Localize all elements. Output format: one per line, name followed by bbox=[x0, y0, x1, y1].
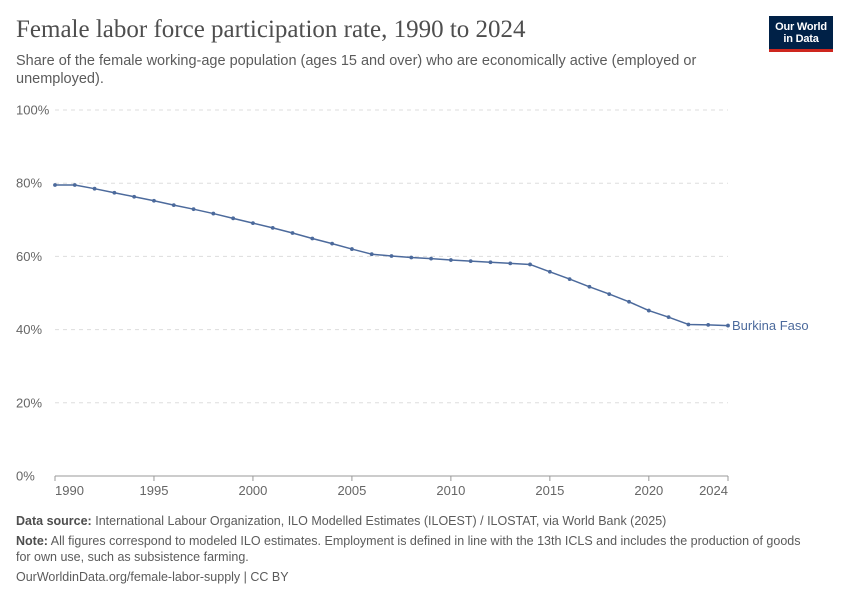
data-point bbox=[92, 186, 97, 191]
data-point bbox=[152, 198, 156, 203]
data-point bbox=[448, 258, 453, 262]
data-point bbox=[686, 322, 691, 327]
data-point bbox=[211, 211, 216, 216]
data-point bbox=[726, 323, 730, 328]
x-tick-label: 1995 bbox=[140, 483, 169, 498]
y-tick-label: 100% bbox=[16, 103, 50, 118]
data-point bbox=[488, 260, 493, 265]
logo-line-2: in Data bbox=[783, 33, 819, 45]
data-point bbox=[567, 277, 572, 281]
data-point bbox=[290, 231, 295, 235]
data-point bbox=[666, 315, 671, 320]
data-point bbox=[270, 225, 275, 230]
x-tick-label: 1990 bbox=[55, 483, 84, 498]
data-source-label: Data source: bbox=[16, 514, 92, 528]
data-point bbox=[53, 183, 57, 187]
y-tick-label: 20% bbox=[16, 395, 42, 410]
data-point bbox=[369, 252, 374, 257]
chart-url[interactable]: OurWorldinData.org/female-labor-supply |… bbox=[16, 570, 289, 584]
x-tick-label: 2020 bbox=[634, 483, 663, 498]
data-point bbox=[112, 190, 117, 195]
data-point bbox=[310, 236, 315, 241]
data-point bbox=[389, 254, 394, 258]
data-point bbox=[409, 255, 414, 260]
data-point bbox=[171, 203, 176, 208]
x-tick-label: 2000 bbox=[238, 483, 267, 498]
data-point bbox=[547, 269, 552, 274]
data-point bbox=[646, 308, 651, 313]
data-point bbox=[607, 292, 612, 296]
y-tick-label: 0% bbox=[16, 469, 35, 484]
data-source: Data source: International Labour Organi… bbox=[16, 513, 816, 529]
data-point bbox=[429, 256, 433, 261]
chart-title: Female labor force participation rate, 1… bbox=[16, 16, 526, 43]
series-label: Burkina Faso bbox=[732, 318, 809, 333]
x-tick-label: 2010 bbox=[436, 483, 465, 498]
x-tick-label: 2005 bbox=[337, 483, 366, 498]
data-source-text: International Labour Organization, ILO M… bbox=[95, 514, 667, 528]
data-point bbox=[330, 241, 335, 246]
owid-logo[interactable]: Our World in Data bbox=[769, 16, 833, 52]
data-point bbox=[627, 299, 631, 304]
data-point bbox=[468, 259, 473, 264]
line-chart: 0% 20% 40% 60% 80% 100% 1990 1995 2000 2005 2010 20… bbox=[16, 103, 809, 499]
data-point bbox=[706, 322, 711, 327]
data-point bbox=[350, 247, 354, 251]
chart-note-label: Note: bbox=[16, 534, 48, 548]
x-tick-label: 2015 bbox=[535, 483, 564, 498]
data-point bbox=[191, 207, 196, 212]
data-point bbox=[231, 216, 236, 221]
chart-note-text: All figures correspond to modeled ILO es… bbox=[16, 534, 801, 564]
data-point bbox=[528, 262, 532, 267]
data-point bbox=[508, 261, 513, 266]
data-point bbox=[587, 284, 592, 289]
logo-line-1: Our World bbox=[775, 21, 827, 33]
chart-subtitle: Share of the female working-age populati… bbox=[16, 53, 697, 87]
y-tick-label: 80% bbox=[16, 176, 42, 191]
x-tick-label: 2024 bbox=[699, 483, 728, 498]
y-tick-label: 60% bbox=[16, 249, 42, 264]
chart-note: Note: All figures correspond to modeled … bbox=[16, 533, 816, 565]
data-point bbox=[72, 183, 77, 187]
data-point bbox=[132, 194, 137, 199]
y-tick-label: 40% bbox=[16, 322, 42, 337]
data-point bbox=[251, 221, 255, 225]
